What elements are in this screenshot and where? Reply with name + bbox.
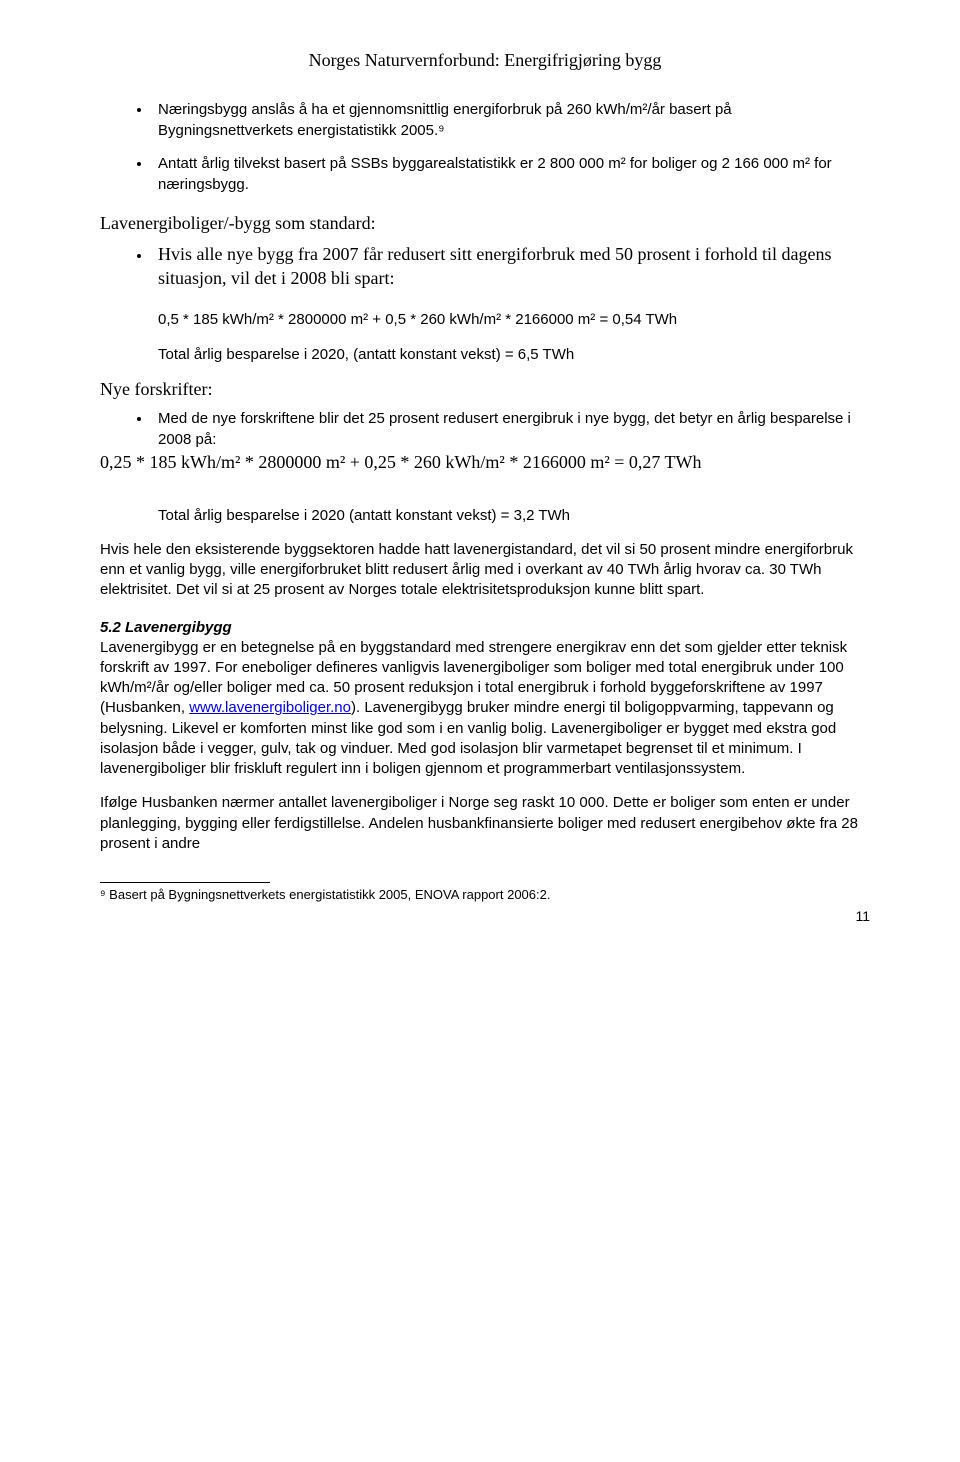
paragraph: Ifølge Husbanken nærmer antallet lavener… [100,793,870,854]
list-item: Hvis alle nye bygg fra 2007 får redusert… [152,242,870,291]
total-line: Total årlig besparelse i 2020, (antatt k… [158,344,870,365]
total-line-2: Total årlig besparelse i 2020 (antatt ko… [158,505,870,526]
calculation-line: 0,5 * 185 kWh/m² * 2800000 m² + 0,5 * 26… [158,309,870,330]
section-label-nye: Nye forskrifter: [100,379,870,400]
link-lavenergiboliger[interactable]: www.lavenergiboliger.no [189,699,351,716]
list-item: Antatt årlig tilvekst basert på SSBs byg… [152,153,870,195]
nye-bullet-list: Med de nye forskriftene blir det 25 pros… [100,408,870,475]
bullet-text: Med de nye forskriftene blir det 25 pros… [158,410,851,448]
subheading-5-2: 5.2 Lavenergibygg [100,619,870,636]
paragraph: Hvis hele den eksisterende byggsektoren … [100,540,870,601]
list-item: Næringsbygg anslås å ha et gjennomsnittl… [152,99,870,141]
document-page: Norges Naturvernforbund: Energifrigjørin… [0,0,960,954]
footnote-text: ⁹ Basert på Bygningsnettverkets energist… [100,887,870,904]
section-label-lavenergi: Lavenergiboliger/-bygg som standard: [100,213,870,234]
bullet-calc-times: 0,25 * 185 kWh/m² * 2800000 m² + 0,25 * … [100,450,702,475]
page-number: 11 [100,908,870,924]
footnote-separator [100,882,270,883]
paragraph: Lavenergibygg er en betegnelse på en byg… [100,638,870,780]
lav-bullet-list: Hvis alle nye bygg fra 2007 får redusert… [100,242,870,291]
list-item: Med de nye forskriftene blir det 25 pros… [152,408,870,475]
page-header: Norges Naturvernforbund: Energifrigjørin… [100,50,870,71]
bullet-text: Hvis alle nye bygg fra 2007 får redusert… [158,244,832,288]
top-bullet-list: Næringsbygg anslås å ha et gjennomsnittl… [100,99,870,195]
